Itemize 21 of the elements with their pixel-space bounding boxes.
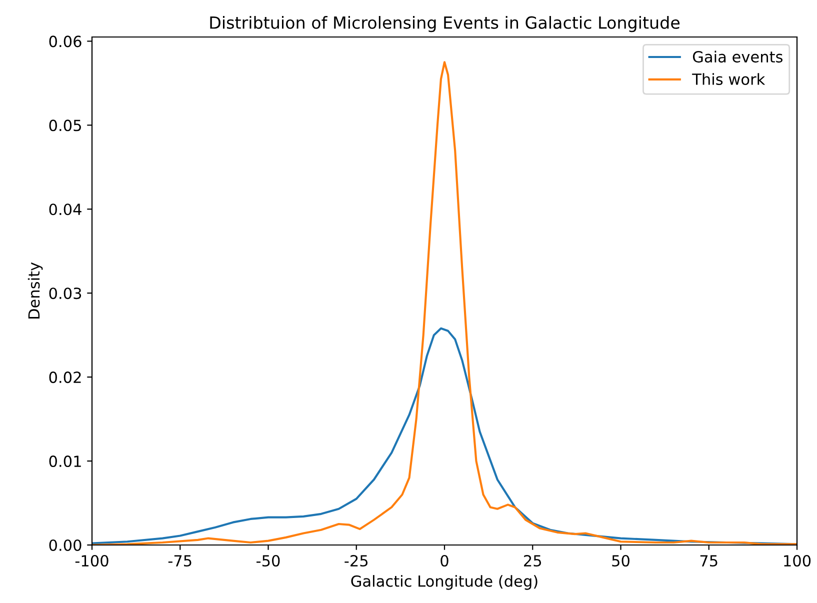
y-tick-label: 0.01 [49, 456, 81, 468]
y-tick-label: 0.05 [49, 120, 81, 132]
y-tick-label: 0.02 [49, 372, 81, 384]
x-tick-label: 100 [784, 554, 811, 567]
y-axis-title: Density [28, 262, 43, 319]
x-axis-title: Galactic Longitude (deg) [351, 575, 538, 590]
x-tick-label: 75 [700, 555, 718, 567]
legend-label: This work [692, 73, 766, 85]
legend-label: Gaia events [692, 50, 783, 63]
x-tick-label: -50 [256, 554, 280, 567]
x-tick-label: -75 [168, 555, 192, 567]
y-tick-label: 0.00 [49, 539, 82, 552]
x-tick-label: -25 [344, 554, 368, 567]
y-tick-label: 0.06 [49, 36, 82, 48]
y-tick-label: 0.03 [49, 288, 82, 300]
x-tick-label: 0 [440, 554, 448, 567]
chart-title: Distribtuion of Microlensing Events in Galactic Longitude [210, 16, 680, 32]
x-tick-label: 25 [524, 554, 542, 567]
x-tick-label: 50 [612, 554, 630, 567]
y-tick-label: 0.04 [49, 204, 82, 216]
x-tick-label: -100 [75, 554, 108, 567]
